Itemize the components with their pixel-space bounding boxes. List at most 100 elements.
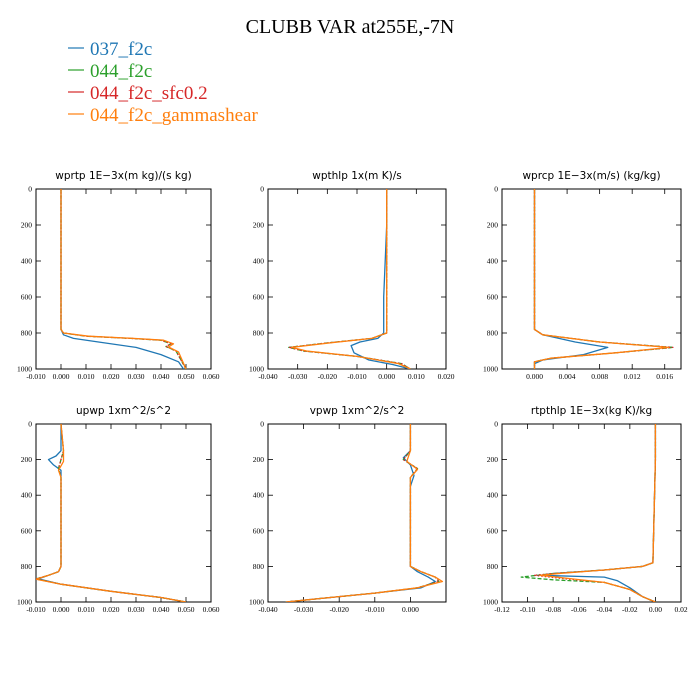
series-line [36, 424, 187, 602]
y-tick-label: 600 [21, 293, 33, 302]
x-tick-label: 0.050 [178, 605, 195, 614]
panel-title: vpwp 1xm^2/s^2 [310, 405, 405, 417]
y-tick-label: 800 [487, 329, 499, 338]
y-tick-label: 0 [494, 185, 498, 194]
series-line [350, 189, 411, 369]
x-tick-label: 0.012 [624, 372, 641, 381]
legend-entry: 044_f2c_sfc0.2 [68, 83, 208, 104]
x-tick-label: 0.040 [153, 372, 170, 381]
legend: 037_f2c 044_f2c 044_f2c_sfc0.2 044_f2c_g… [68, 39, 258, 126]
y-tick-label: 1000 [483, 365, 498, 374]
legend-label: 044_f2c_sfc0.2 [90, 83, 208, 104]
x-tick-label: 0.060 [203, 605, 220, 614]
x-tick-label: -0.04 [596, 605, 612, 614]
series-group [285, 424, 444, 602]
y-tick-label: 0 [260, 185, 264, 194]
y-tick-label: 0 [28, 420, 32, 429]
x-tick-label: 0.016 [656, 372, 673, 381]
x-tick-label: 0.010 [78, 605, 95, 614]
y-tick-label: 600 [487, 293, 499, 302]
y-tick-label: 800 [21, 562, 33, 571]
figure-title: CLUBB VAR at255E,-7N [246, 16, 455, 38]
y-tick-label: 0 [260, 420, 264, 429]
series-line [539, 424, 657, 602]
y-tick-label: 400 [487, 257, 499, 266]
x-tick-label: 0.000 [402, 605, 419, 614]
x-tick-label: -0.030 [288, 372, 308, 381]
y-tick-label: 200 [21, 455, 33, 464]
x-tick-label: 0.000 [378, 372, 395, 381]
x-tick-label: -0.020 [330, 605, 350, 614]
legend-label: 044_f2c_gammashear [90, 105, 258, 126]
y-tick-label: 1000 [249, 365, 264, 374]
x-tick-label: -0.02 [622, 605, 638, 614]
series-line [36, 424, 187, 602]
x-tick-label: -0.040 [258, 372, 278, 381]
x-tick-label: -0.010 [26, 372, 46, 381]
y-tick-label: 200 [487, 455, 499, 464]
x-tick-label: 0.020 [438, 372, 455, 381]
series-group [36, 424, 187, 602]
series-line [288, 189, 411, 369]
series-line [291, 189, 411, 369]
panel-title: rtpthlp 1E−3x(kg K)/kg [531, 405, 652, 417]
y-tick-label: 800 [487, 562, 499, 571]
series-line [36, 424, 187, 602]
x-tick-label: -0.10 [520, 605, 536, 614]
x-tick-label: 0.020 [103, 372, 120, 381]
x-tick-label: 0.030 [128, 372, 145, 381]
x-tick-label: 0.010 [78, 372, 95, 381]
y-tick-label: 800 [253, 562, 265, 571]
x-tick-label: -0.030 [294, 605, 314, 614]
y-tick-label: 0 [28, 185, 32, 194]
plot-frame [267, 188, 447, 370]
series-group [520, 424, 657, 602]
x-tick-label: 0.00 [649, 605, 662, 614]
y-tick-label: 200 [21, 221, 33, 230]
x-tick-label: -0.040 [258, 605, 278, 614]
x-tick-label: 0.060 [203, 372, 220, 381]
chart-panel: wprcp 1E−3x(m/s) (kg/kg) 0.000 0.004 0.008 0… [483, 170, 682, 381]
plot-frame [501, 423, 682, 603]
x-tick-label: 0.02 [674, 605, 687, 614]
x-tick-label: 0.020 [103, 605, 120, 614]
panel-title: wprtp 1E−3x(m kg)/(s kg) [55, 170, 192, 182]
panels-group: wprtp 1E−3x(m kg)/(s kg)-0.010 0.000 0.010… [17, 170, 688, 614]
y-tick-label: 400 [21, 491, 33, 500]
y-tick-label: 1000 [17, 365, 32, 374]
x-tick-label: -0.010 [26, 605, 46, 614]
y-tick-label: 800 [21, 329, 33, 338]
x-tick-label: 0.010 [408, 372, 425, 381]
y-tick-label: 600 [253, 293, 265, 302]
series-line [288, 189, 411, 369]
y-tick-label: 1000 [483, 598, 498, 607]
chart-panel: rtpthlp 1E−3x(kg K)/kg -0.12 -0.10 -0.08 -0.… [483, 405, 688, 614]
series-line [285, 424, 440, 602]
x-tick-label: 0.030 [128, 605, 145, 614]
chart-panel: wprtp 1E−3x(m kg)/(s kg) -0.010 0.000 0.010… [17, 170, 220, 381]
y-tick-label: 600 [21, 526, 33, 535]
series-group [288, 189, 411, 369]
legend-label: 044_f2c [90, 61, 152, 82]
series-line [285, 424, 444, 602]
x-tick-label: -0.06 [571, 605, 587, 614]
series-group [60, 189, 187, 369]
y-tick-label: 200 [253, 221, 265, 230]
x-tick-label: -0.12 [494, 605, 510, 614]
legend-label: 037_f2c [90, 39, 152, 60]
legend-entry: 044_f2c_gammashear [68, 105, 258, 126]
y-tick-label: 1000 [249, 598, 264, 607]
legend-entry: 044_f2c [68, 61, 152, 82]
plot-frame [35, 423, 212, 603]
x-tick-label: 0.008 [591, 372, 608, 381]
x-tick-label: -0.08 [545, 605, 561, 614]
x-tick-label: 0.004 [559, 372, 576, 381]
legend-entry: 037_f2c [68, 39, 152, 60]
y-tick-label: 600 [253, 526, 265, 535]
y-tick-label: 200 [487, 221, 499, 230]
panel-title: wpthlp 1x(m K)/s [312, 170, 402, 182]
y-tick-label: 600 [487, 526, 499, 535]
series-line [539, 424, 657, 602]
x-tick-label: 0.000 [53, 372, 70, 381]
y-tick-label: 400 [253, 491, 265, 500]
